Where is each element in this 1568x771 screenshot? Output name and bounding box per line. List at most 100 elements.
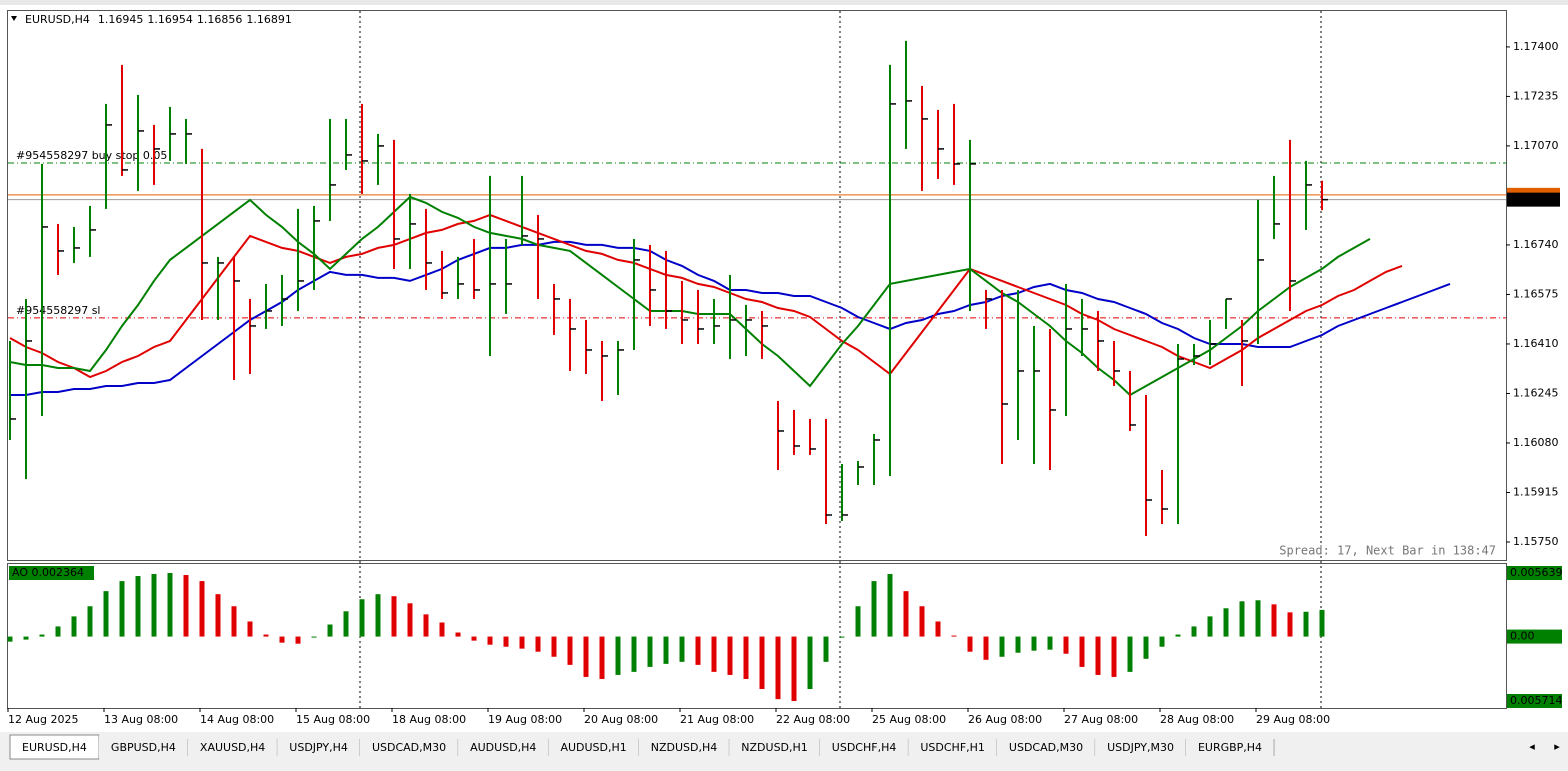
tab-label[interactable]: EURUSD,H4	[22, 741, 87, 754]
tab[interactable]	[908, 735, 997, 759]
tab-label[interactable]: USDCHF,H4	[832, 741, 897, 754]
collapse-arrow	[11, 16, 17, 21]
x-tick-label: 27 Aug 08:00	[1064, 713, 1138, 726]
tab[interactable]	[996, 735, 1096, 759]
y-tick-label: 1.17400	[1513, 40, 1559, 53]
tab[interactable]	[98, 735, 188, 759]
ao-bar	[775, 636, 781, 700]
tab-label[interactable]: AUDUSD,H4	[470, 741, 536, 754]
ao-bar	[759, 636, 765, 690]
tab-label[interactable]: NZDUSD,H1	[741, 741, 808, 754]
ao-bar	[647, 636, 653, 667]
ao-bar	[343, 611, 349, 637]
ao-bar	[1191, 626, 1197, 637]
x-tick-label: 20 Aug 08:00	[584, 713, 658, 726]
ao-bar	[727, 636, 733, 675]
ao-bar	[295, 636, 301, 644]
ao-bar	[391, 596, 397, 637]
tab[interactable]	[359, 735, 459, 759]
tab[interactable]	[729, 735, 820, 759]
ao-bar	[231, 606, 237, 637]
tab[interactable]	[9, 734, 100, 760]
ao-bar	[1207, 616, 1213, 637]
ao-bar	[1047, 636, 1053, 650]
ao-bar	[1015, 636, 1021, 653]
ao-bar	[903, 591, 909, 637]
tab[interactable]	[458, 735, 549, 759]
ao-bar	[967, 636, 973, 652]
spread-info: Spread: 17, Next Bar in 138:47	[1279, 544, 1496, 558]
main-panel-frame	[7, 10, 1507, 561]
toolbar-edge	[0, 0, 1568, 5]
indicator-line	[9, 195, 1371, 397]
tab[interactable]	[638, 735, 730, 759]
ao-bar	[1031, 636, 1037, 651]
ao-bar	[1223, 608, 1229, 637]
tab-label[interactable]: EURGBP,H4	[1198, 741, 1262, 754]
ao-bar	[583, 636, 589, 677]
ao-bar	[407, 603, 413, 637]
ao-bar	[327, 624, 333, 637]
tab-label[interactable]: USDJPY,H4	[289, 741, 348, 754]
tab[interactable]	[1185, 735, 1275, 759]
tab-label[interactable]: XAUUSD,H4	[200, 741, 265, 754]
ao-tick-box	[1507, 629, 1562, 644]
ao-bar	[87, 606, 93, 637]
tab-label[interactable]: USDCHF,H1	[920, 741, 985, 754]
ao-bar	[935, 621, 941, 637]
y-tick-label: 1.16575	[1513, 287, 1559, 300]
ao-bar	[487, 636, 493, 645]
ao-bar	[999, 636, 1005, 657]
y-tick-label: 1.16740	[1513, 238, 1559, 251]
tab[interactable]	[819, 735, 909, 759]
ao-label-box	[9, 566, 94, 580]
tab[interactable]	[277, 735, 360, 759]
tab[interactable]	[187, 735, 278, 759]
ao-bar	[823, 636, 829, 662]
ao-bar	[791, 636, 797, 701]
header-value: 1.16945	[98, 13, 144, 26]
ao-bar	[439, 622, 445, 637]
x-tick-label: 19 Aug 08:00	[488, 713, 562, 726]
ao-bar	[983, 636, 989, 660]
y-tick-label: 1.16410	[1513, 337, 1559, 350]
x-tick-label: 29 Aug 08:00	[1256, 713, 1330, 726]
ao-tick-label: 0.005639	[1510, 566, 1563, 579]
ao-bar	[1175, 634, 1181, 637]
tab-label[interactable]: NZDUSD,H4	[651, 741, 718, 754]
tab-label[interactable]: USDCAD,M30	[1009, 741, 1083, 754]
ao-bar	[743, 636, 749, 679]
y-tick-label: 1.16080	[1513, 436, 1559, 449]
ao-bar	[1271, 604, 1277, 637]
ao-label: AO 0.002364	[12, 566, 84, 579]
ao-bar	[535, 636, 541, 652]
tab-label[interactable]: USDCAD,M30	[372, 741, 446, 754]
ao-bar	[1095, 636, 1101, 675]
chart-header: EURUSD,H4 1.16945 1.16954 1.16856 1.16891	[25, 13, 292, 26]
ao-bar	[455, 632, 461, 637]
y-tick-label: 1.17070	[1513, 139, 1559, 152]
tab-scroll[interactable]: ▸	[1554, 740, 1560, 753]
ao-bar	[519, 636, 525, 649]
ao-bar	[855, 606, 861, 637]
tabs: EURUSD,H4 GBPUSD,H4 XAUUSD,H4 USDJPY,H4 USDC…	[9, 734, 1275, 760]
tab-label[interactable]: AUDUSD,H1	[560, 741, 626, 754]
ao-bar	[1079, 636, 1085, 667]
ao-bar	[311, 636, 317, 638]
ao-bar	[39, 634, 45, 637]
tab[interactable]	[548, 735, 639, 759]
ao-bar	[807, 636, 813, 690]
ao-bar	[135, 576, 141, 637]
x-tick-label: 13 Aug 08:00	[104, 713, 178, 726]
ao-bar	[1159, 636, 1165, 647]
tab-label[interactable]: USDJPY,M30	[1107, 741, 1174, 754]
header-value: 1.16891	[246, 13, 292, 26]
ao-bar	[631, 636, 637, 672]
y-tick-label: 1.15915	[1513, 485, 1559, 498]
tab-label[interactable]: GBPUSD,H4	[111, 741, 176, 754]
tab-scroll[interactable]: ◂	[1529, 740, 1535, 753]
ao-bar	[359, 599, 365, 637]
tab[interactable]	[1095, 735, 1186, 759]
